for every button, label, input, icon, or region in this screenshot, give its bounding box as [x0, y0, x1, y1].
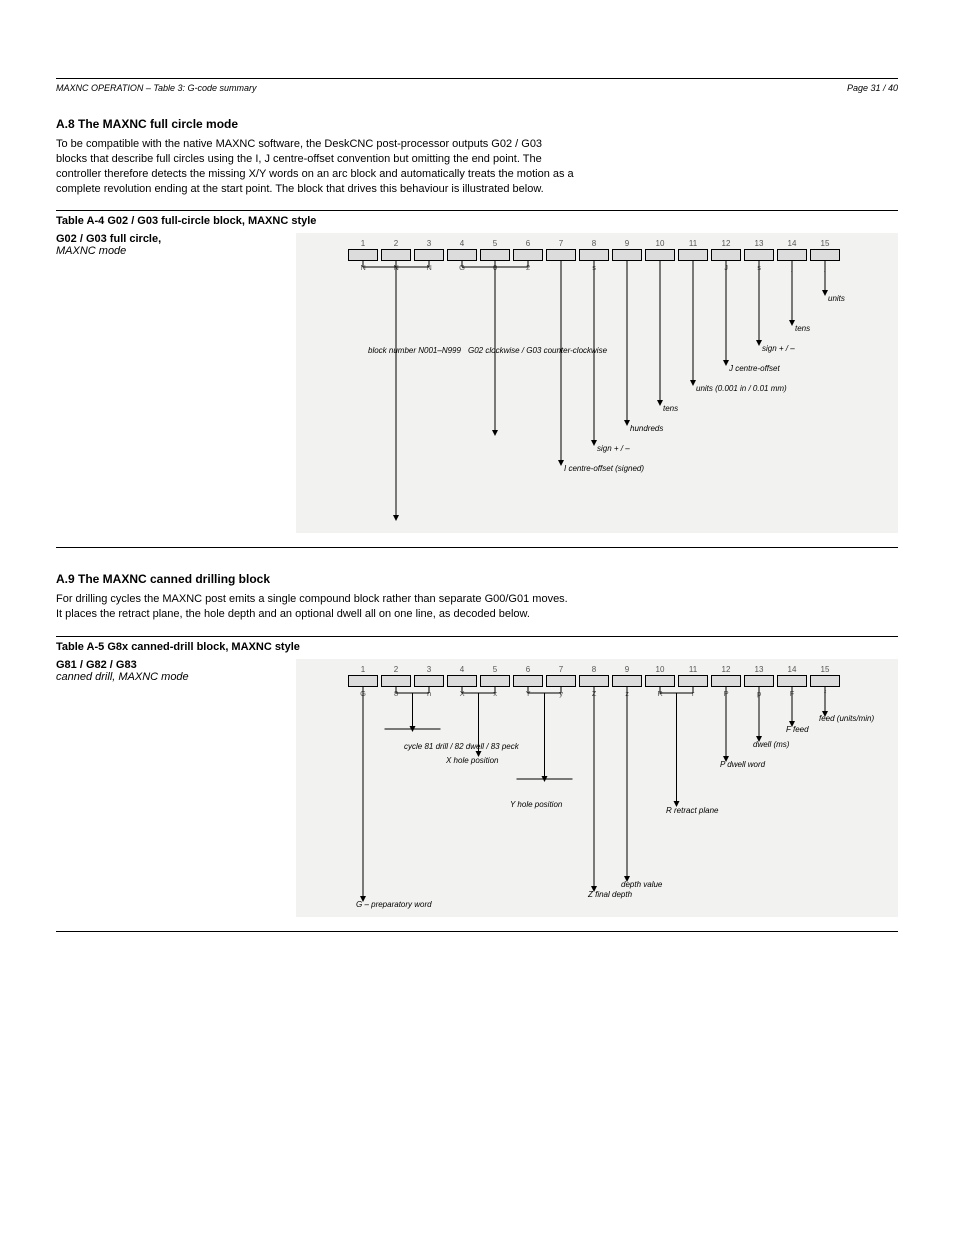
annotation: sign + / –	[762, 344, 795, 353]
annotation: tens	[663, 404, 678, 413]
annotation: R retract plane	[666, 806, 719, 815]
table-a-row: G02 / G03 full circle, MAXNC mode 123456…	[56, 233, 898, 533]
section-a9-text: For drilling cycles the MAXNC post emits…	[56, 592, 576, 622]
table-b-rule-top	[56, 636, 898, 637]
annotation: Z final depth	[587, 890, 633, 899]
annotation: depth value	[621, 880, 663, 889]
header-left: MAXNC OPERATION – Table 3: G-code summar…	[56, 83, 257, 93]
table-b-rule-bot	[56, 931, 898, 932]
section-a8-title: A.8 The MAXNC full circle mode	[56, 117, 898, 131]
annotation: sign + / –	[597, 444, 630, 453]
table-a-rule-top	[56, 210, 898, 211]
annotation: tens	[795, 324, 810, 333]
table-a-key: G02 / G03 full circle, MAXNC mode	[56, 233, 296, 533]
header-line: MAXNC OPERATION – Table 3: G-code summar…	[56, 83, 898, 93]
annotation: J centre-offset	[728, 364, 780, 373]
table-a-panel: 123456789101112131415NNNG02IsiiiJsjjbloc…	[296, 233, 898, 533]
diagram-overlay: block number N001–N999 G02 clockwise / G0…	[296, 233, 898, 533]
table-b-key: G81 / G82 / G83 canned drill, MAXNC mode	[56, 659, 296, 917]
table-a-caption: Table A-4 G02 / G03 full-circle block, M…	[56, 215, 898, 227]
table-b-key-main: G81 / G82 / G83	[56, 659, 137, 671]
table-b-key-sub: canned drill, MAXNC mode	[56, 671, 189, 683]
annotation: feed (units/min)	[819, 714, 874, 723]
annotation: units (0.001 in / 0.01 mm)	[696, 384, 787, 393]
annotation: Y hole position	[510, 800, 563, 809]
table-a-key-main: G02 / G03 full circle,	[56, 233, 161, 245]
header-right: Page 31 / 40	[847, 83, 898, 93]
annotation: G – preparatory word	[356, 900, 432, 909]
page: MAXNC OPERATION – Table 3: G-code summar…	[0, 0, 954, 1052]
annotation: hundreds	[630, 424, 663, 433]
annotation: block number N001–N999	[368, 346, 461, 355]
annotation: X hole position	[445, 756, 499, 765]
table-a-rule-bot	[56, 547, 898, 548]
table-b-caption: Table A-5 G8x canned-drill block, MAXNC …	[56, 641, 898, 653]
annotation: dwell (ms)	[753, 740, 790, 749]
annotation: F feed	[786, 725, 809, 734]
header-rule	[56, 78, 898, 79]
annotation: G02 clockwise / G03 counter-clockwise	[468, 346, 608, 355]
diagram-overlay: G – preparatory word cycle 81 drill / 82 …	[296, 659, 898, 917]
annotation: cycle 81 drill / 82 dwell / 83 peck	[404, 742, 520, 751]
annotation: P dwell word	[720, 760, 766, 769]
section-a9-title: A.9 The MAXNC canned drilling block	[56, 572, 898, 586]
section-a8-text: To be compatible with the native MAXNC s…	[56, 137, 576, 196]
table-a-key-sub: MAXNC mode	[56, 245, 126, 257]
annotation: units	[828, 294, 845, 303]
table-b-panel: 123456789101112131415G8nXxYyZzRrPpFfG – …	[296, 659, 898, 917]
table-b-row: G81 / G82 / G83 canned drill, MAXNC mode…	[56, 659, 898, 917]
annotation: I centre-offset (signed)	[564, 464, 644, 473]
